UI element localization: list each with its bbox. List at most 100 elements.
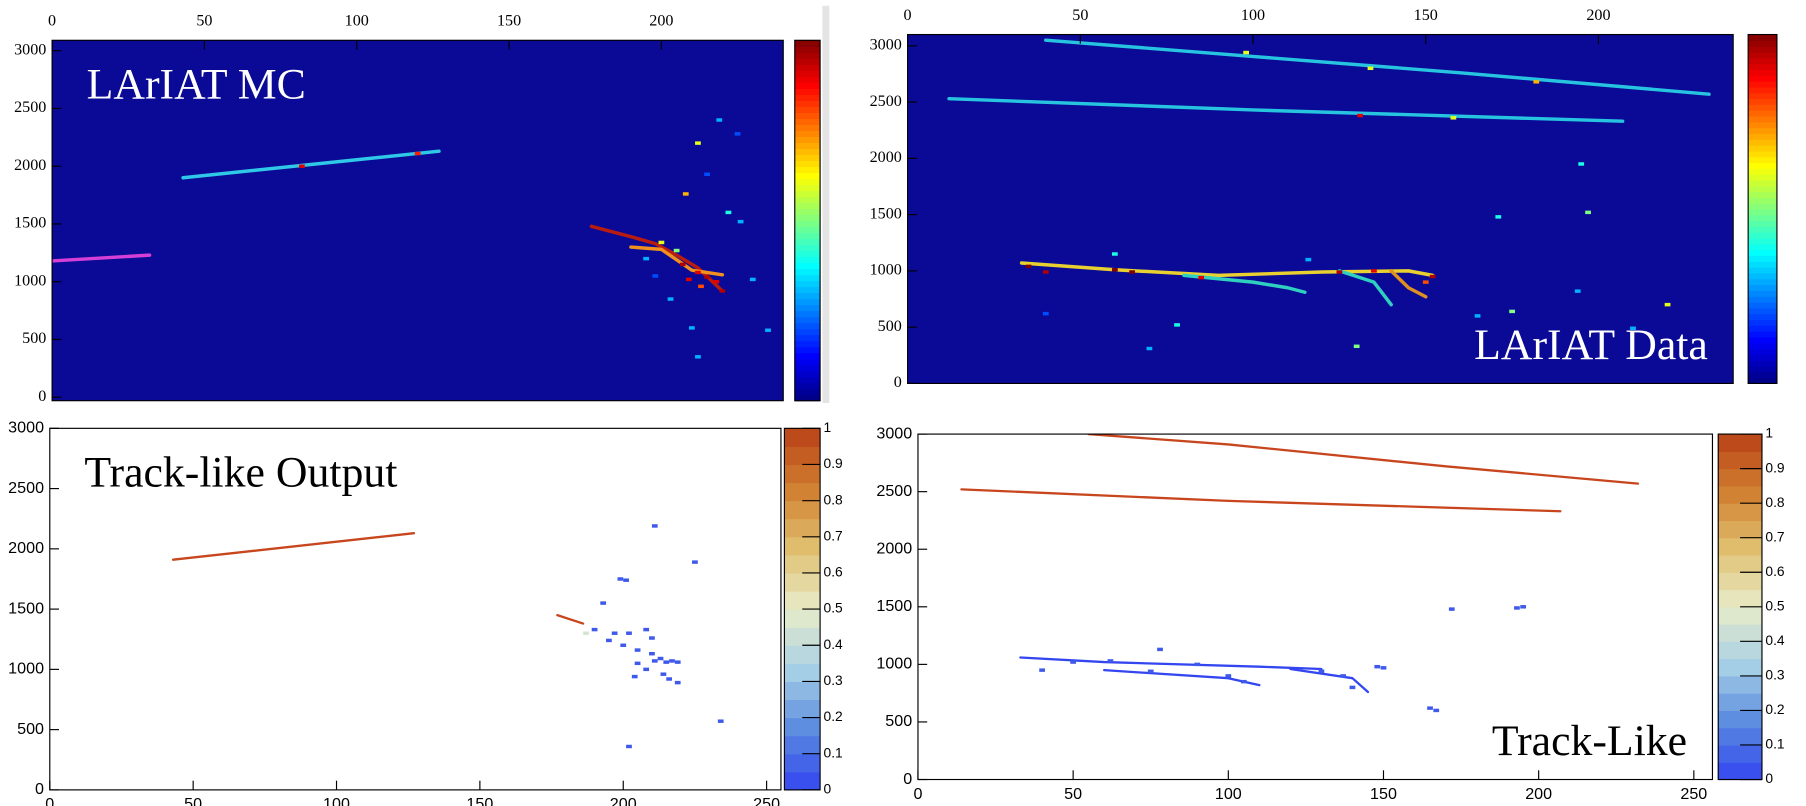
- y-tick-label: 2500: [14, 99, 46, 116]
- colorbar-level: [1748, 104, 1777, 111]
- colorbar-level: [794, 388, 821, 396]
- colorbar-level: [794, 226, 821, 234]
- hit: [713, 279, 720, 284]
- hit: [1585, 210, 1591, 215]
- colorbar-level: [1718, 434, 1762, 452]
- hit: [695, 355, 701, 359]
- colorbar-level: [1748, 360, 1777, 367]
- colorbar-level: [1748, 365, 1777, 373]
- hit: [704, 275, 710, 279]
- hit: [634, 661, 641, 666]
- colorbar-level: [784, 572, 821, 592]
- colorbar-level: [1748, 34, 1777, 41]
- colorbar-level: [1718, 503, 1762, 522]
- colorbar-level: [794, 202, 821, 210]
- hit: [1427, 706, 1433, 710]
- colorbar-level: [784, 554, 821, 574]
- colorbar-level: [1748, 261, 1777, 268]
- colorbar-level: [1718, 727, 1762, 746]
- colorbar-level: [1748, 325, 1777, 332]
- colorbar-level: [794, 106, 821, 113]
- colorbar-level: [794, 352, 821, 360]
- colorbar-level: [794, 46, 821, 53]
- y-tick-label: 2000: [8, 539, 44, 557]
- hit: [1578, 162, 1585, 166]
- y-tick-label: 2500: [876, 482, 912, 500]
- colorbar-level: [784, 609, 821, 628]
- colorbar-level: [794, 154, 821, 162]
- colorbar-level: [794, 112, 821, 119]
- hit: [1349, 685, 1356, 690]
- colorbar-level: [1748, 185, 1777, 193]
- colorbar-level: [1748, 296, 1777, 303]
- hit: [606, 638, 612, 643]
- colorbar-level: [794, 346, 821, 354]
- colorbar-level: [1748, 208, 1777, 216]
- hit: [1336, 270, 1343, 274]
- colorbar-level: [1748, 63, 1777, 71]
- colorbar-level: [1748, 272, 1777, 280]
- panel-title: LArIAT Data: [1474, 321, 1708, 369]
- colorbar-level: [1748, 197, 1777, 204]
- y-tick-label: 1000: [8, 660, 44, 678]
- y-tick-label: 2000: [870, 149, 902, 166]
- hit: [682, 192, 689, 196]
- colorbar-level: [794, 184, 821, 192]
- hit: [695, 270, 701, 275]
- x-tick-label: 200: [610, 795, 637, 806]
- colorbar-level: [794, 190, 821, 198]
- colorbar-level: [794, 364, 821, 372]
- y-tick-label: 3000: [14, 41, 46, 58]
- hit: [1318, 669, 1325, 674]
- hit: [688, 326, 695, 330]
- colorbar-tick-label: 0: [1765, 770, 1773, 786]
- y-tick-label: 1500: [876, 597, 912, 615]
- colorbar-level: [794, 136, 821, 143]
- hit: [1147, 669, 1154, 674]
- hit: [1042, 311, 1049, 316]
- colorbar-level: [794, 310, 821, 318]
- hit: [695, 141, 701, 145]
- hit: [1107, 659, 1114, 663]
- colorbar-level: [784, 663, 821, 682]
- y-tick-label: 1000: [14, 272, 46, 289]
- y-tick-label: 1500: [8, 599, 44, 617]
- colorbar-tick-label: 0.5: [1765, 597, 1785, 613]
- track: [1337, 269, 1393, 307]
- hit: [623, 578, 629, 582]
- colorbar-level: [1718, 658, 1762, 677]
- colorbar-level: [1748, 319, 1777, 326]
- colorbar-level: [794, 220, 821, 228]
- hit: [765, 328, 771, 332]
- hit: [1433, 708, 1440, 713]
- track: [52, 253, 152, 263]
- hit: [1367, 66, 1374, 71]
- track: [181, 149, 441, 180]
- colorbar-level: [1718, 468, 1762, 487]
- x-tick-label: 100: [323, 795, 350, 806]
- colorbar-level: [1748, 278, 1777, 286]
- panel: 0 50 100 150 200050010001500200025003000LArI…: [870, 7, 1778, 391]
- colorbar-level: [794, 178, 821, 186]
- colorbar-tick-label: 0.7: [1765, 528, 1784, 544]
- hit: [1039, 668, 1045, 672]
- colorbar-frame: [1747, 33, 1778, 385]
- hit: [634, 648, 641, 652]
- separator: [822, 5, 830, 404]
- hit: [1111, 268, 1118, 272]
- hit: [1664, 302, 1671, 307]
- colorbar-level: [784, 681, 821, 701]
- colorbar-level: [794, 250, 821, 258]
- hit: [660, 672, 667, 676]
- hit: [717, 719, 724, 723]
- hit: [674, 680, 681, 685]
- colorbar-level: [1748, 243, 1777, 251]
- colorbar-level: [1748, 214, 1777, 222]
- track: [171, 532, 416, 561]
- hit: [663, 660, 670, 664]
- x-tick-label: 100: [1215, 785, 1242, 803]
- colorbar-level: [794, 256, 821, 264]
- colorbar-level: [794, 358, 821, 366]
- colorbar-level: [784, 771, 821, 791]
